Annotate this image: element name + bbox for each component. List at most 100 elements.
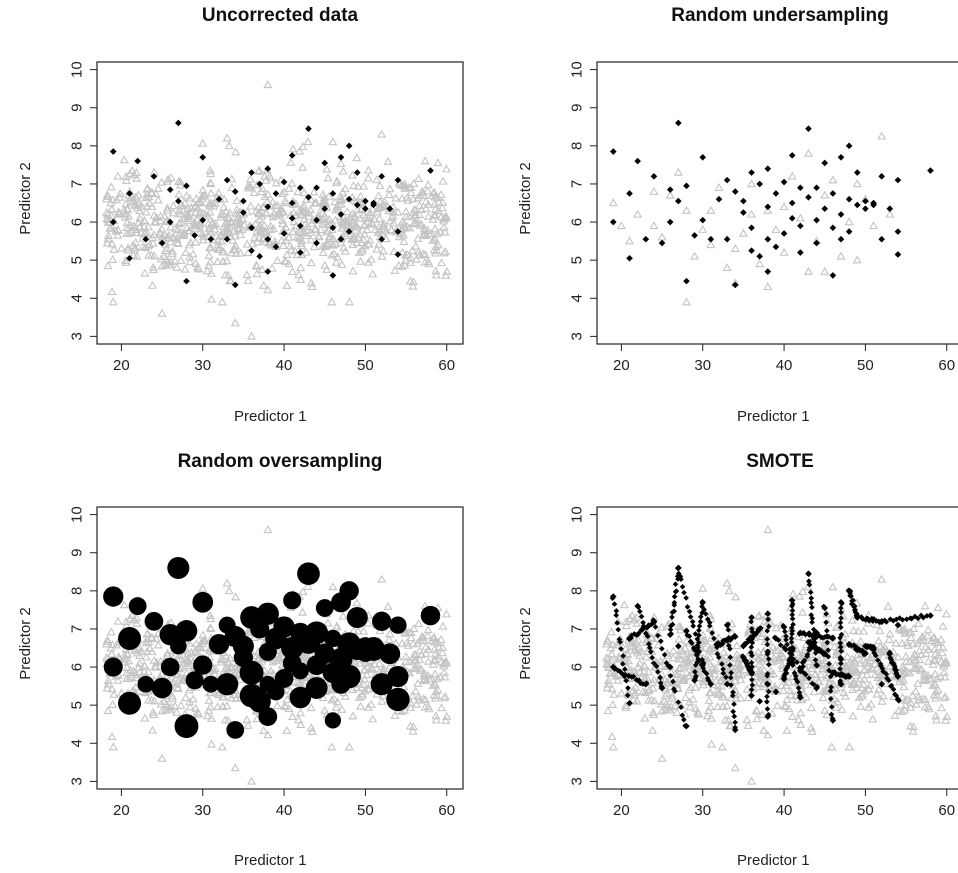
minority-point [280,178,288,186]
y-tick-label: 9 [569,104,586,112]
minority-point [671,593,678,600]
minority-point [296,630,321,654]
majority-point [305,650,315,659]
minority-point [699,153,707,161]
minority-point [142,235,150,243]
majority-point [343,220,353,229]
minority-point [699,656,706,663]
minority-point [809,615,816,622]
majority-point [253,202,263,211]
majority-point [897,706,907,715]
majority-point [782,725,792,734]
majority-point [410,210,420,219]
minority-point [223,176,231,184]
majority-point [763,730,773,739]
majority-point [831,702,841,711]
majority-point [360,219,370,228]
majority-point [344,742,354,751]
majority-point [269,669,279,678]
majority-point [357,246,367,255]
minority-point [808,599,815,606]
minority-point [258,707,278,726]
majority-point [224,141,234,150]
minority-point [305,677,328,699]
majority-point [771,655,781,664]
majority-point [915,655,925,664]
majority-point [739,665,750,674]
majority-point [149,265,159,274]
majority-point [139,667,149,676]
majority-point [731,592,741,601]
minority-point [871,650,878,656]
majority-point [269,224,279,233]
majority-point [306,227,316,236]
majority-point [639,667,649,676]
majority-point [763,525,773,534]
majority-point [157,753,167,762]
majority-point [377,129,387,138]
majority-point [660,691,670,699]
minority-point [927,612,934,619]
majority-point [730,244,740,252]
majority-point [284,183,294,192]
minority-point [670,678,676,685]
majority-point [162,203,172,212]
majority-point [662,677,672,686]
minority-point [305,193,312,201]
majority-point [356,683,367,692]
minority-point [231,188,239,195]
majority-point [209,201,219,210]
majority-point [230,241,240,250]
majority-point [731,693,741,702]
majority-point [170,701,180,710]
majority-point [107,649,117,658]
y-tick-label: 3 [69,332,86,340]
minority-point [370,199,377,207]
minority-point [643,680,650,686]
minority-point [357,645,374,663]
minority-point [126,190,133,197]
minority-point [183,277,190,285]
majority-point [877,574,887,583]
majority-point [161,254,171,263]
majority-point [665,190,675,199]
majority-point [626,638,636,647]
majority-point [677,675,687,684]
majority-point [121,255,131,264]
majority-point [872,620,882,629]
majority-point [292,250,302,259]
majority-point [131,682,141,691]
minority-point [118,691,142,715]
majority-point [143,222,154,231]
majority-point [921,648,931,657]
majority-point [619,600,629,609]
minority-point [878,173,885,180]
majority-point [379,197,389,206]
majority-point [221,651,231,660]
majority-point [313,210,323,219]
minority-point [764,235,772,243]
majority-point [885,629,895,638]
minority-point [677,573,684,580]
majority-point [206,188,216,197]
majority-point [188,249,198,258]
majority-point [771,224,781,233]
majority-point [897,638,907,647]
minority-point [689,618,696,625]
majority-point [210,218,221,227]
minority-point [896,698,902,704]
majority-point [324,191,334,200]
majority-point [172,225,183,234]
majority-point [102,214,112,222]
majority-point [910,655,920,664]
minority-point [378,173,385,180]
y-tick-label: 4 [69,294,86,302]
majority-point [856,701,866,710]
minority-point [651,660,657,666]
minority-point [729,692,736,699]
minority-point [226,721,245,739]
majority-point [402,249,412,258]
majority-point [245,182,256,191]
majority-point [286,157,296,166]
minority-point [810,639,817,646]
